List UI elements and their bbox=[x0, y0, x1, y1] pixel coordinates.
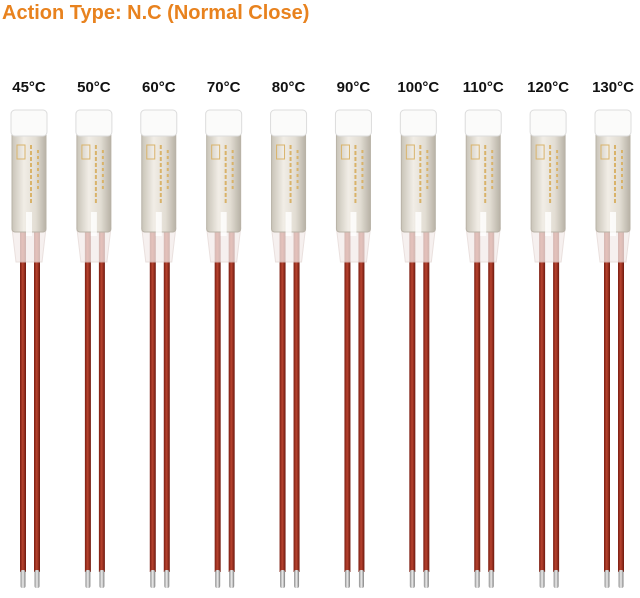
cap bbox=[75, 109, 113, 137]
wire bbox=[279, 230, 286, 572]
marking bbox=[535, 144, 545, 160]
wire bbox=[618, 230, 624, 572]
temperature-label: 45°C bbox=[12, 79, 46, 96]
wire-tip bbox=[85, 570, 91, 588]
lead-split bbox=[545, 212, 552, 236]
wire-tip bbox=[358, 570, 364, 588]
temperature-label: 80°C bbox=[272, 79, 306, 96]
wire-tip bbox=[34, 570, 40, 588]
wire-tip bbox=[229, 570, 235, 588]
lead-split bbox=[285, 212, 292, 236]
thermostat bbox=[140, 109, 178, 588]
wire bbox=[163, 230, 170, 572]
wire-tip bbox=[474, 570, 480, 588]
cap bbox=[399, 109, 437, 137]
thermostat bbox=[205, 109, 243, 588]
lead-split bbox=[350, 212, 357, 236]
marking bbox=[600, 144, 610, 160]
marking bbox=[81, 144, 91, 160]
wire bbox=[84, 230, 91, 572]
wire-tip bbox=[150, 570, 156, 588]
wire-tip bbox=[99, 570, 105, 588]
wire-tip bbox=[164, 570, 170, 588]
wire bbox=[344, 230, 351, 572]
lead-split bbox=[155, 212, 162, 236]
lead-split bbox=[220, 212, 227, 236]
lead-split bbox=[610, 212, 616, 236]
title: Action Type: N.C (Normal Close) bbox=[2, 2, 309, 24]
wire-tip bbox=[553, 570, 559, 588]
wire bbox=[228, 230, 235, 572]
marking bbox=[470, 144, 480, 160]
wire-tip bbox=[409, 570, 415, 588]
wire bbox=[604, 230, 610, 572]
marking bbox=[340, 144, 350, 160]
wire bbox=[20, 230, 26, 572]
thermostat bbox=[464, 109, 502, 588]
wire bbox=[149, 230, 156, 572]
cap bbox=[140, 109, 178, 137]
thermostat bbox=[334, 109, 372, 588]
thermostat bbox=[75, 109, 113, 588]
wire-tip bbox=[294, 570, 300, 588]
wire bbox=[214, 230, 221, 572]
cap bbox=[334, 109, 372, 137]
wire bbox=[539, 230, 546, 572]
thermostat bbox=[594, 109, 632, 588]
wire-tip bbox=[423, 570, 429, 588]
cap bbox=[270, 109, 308, 137]
wire bbox=[553, 230, 560, 572]
wire bbox=[474, 230, 481, 572]
temperature-label: 60°C bbox=[142, 79, 176, 96]
wire-tip bbox=[280, 570, 286, 588]
wire-tip bbox=[344, 570, 350, 588]
lead-split bbox=[90, 212, 97, 236]
temperature-label: 100°C bbox=[397, 79, 439, 96]
lead-split bbox=[480, 212, 487, 236]
cap bbox=[529, 109, 567, 137]
wire bbox=[423, 230, 430, 572]
marking bbox=[16, 144, 26, 160]
wire bbox=[358, 230, 365, 572]
wire bbox=[409, 230, 416, 572]
temperature-label: 120°C bbox=[527, 79, 569, 96]
wire-tip bbox=[618, 570, 624, 588]
cap bbox=[10, 109, 48, 137]
temperature-label: 50°C bbox=[77, 79, 111, 96]
marking bbox=[146, 144, 156, 160]
wire-tip bbox=[488, 570, 494, 588]
thermostat bbox=[270, 109, 308, 588]
marking bbox=[276, 144, 286, 160]
marking bbox=[405, 144, 415, 160]
wire-tip bbox=[215, 570, 221, 588]
thermostat bbox=[10, 109, 48, 588]
lead-split bbox=[26, 212, 32, 236]
wire-tip bbox=[20, 570, 26, 588]
cap bbox=[464, 109, 502, 137]
marking bbox=[211, 144, 221, 160]
cap bbox=[205, 109, 243, 137]
thermostat bbox=[399, 109, 437, 588]
thermostat bbox=[529, 109, 567, 588]
wire-tip bbox=[604, 570, 610, 588]
cap bbox=[594, 109, 632, 137]
wire-tip bbox=[539, 570, 545, 588]
temperature-label: 130°C bbox=[592, 79, 634, 96]
lead-split bbox=[415, 212, 422, 236]
wire bbox=[488, 230, 495, 572]
temperature-label: 70°C bbox=[207, 79, 241, 96]
wire bbox=[293, 230, 300, 572]
wire bbox=[34, 230, 40, 572]
temperature-label: 90°C bbox=[337, 79, 371, 96]
wire bbox=[98, 230, 105, 572]
temperature-label: 110°C bbox=[463, 79, 504, 96]
